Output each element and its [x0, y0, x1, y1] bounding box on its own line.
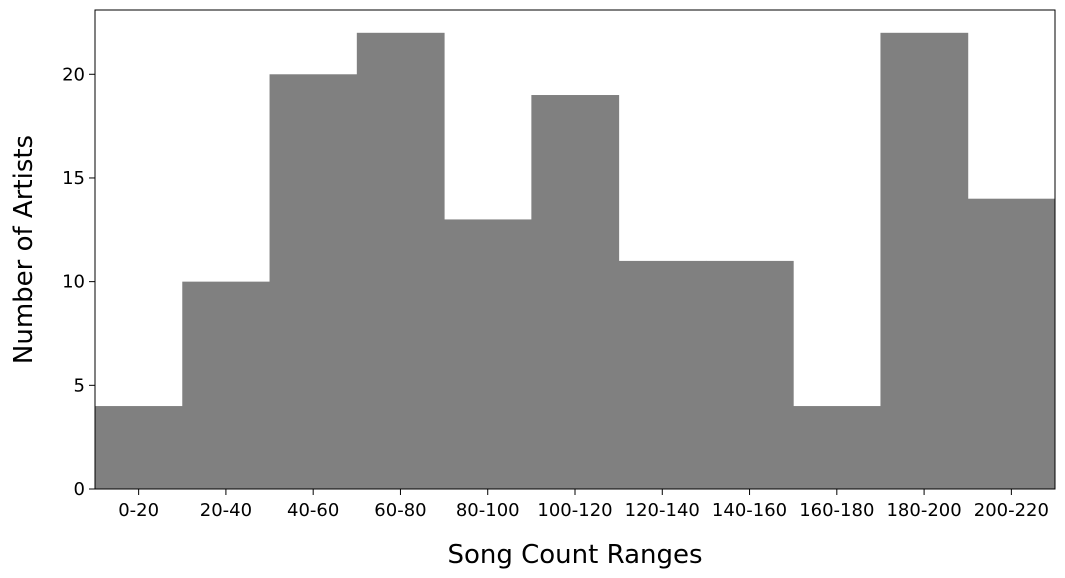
bar-120-140 — [618, 260, 707, 489]
y-tick-label: 0 — [74, 479, 85, 500]
y-axis-ticks: 0 5 10 15 20 — [62, 64, 95, 500]
y-tick-label: 10 — [62, 272, 85, 293]
bar-100-120 — [531, 95, 620, 489]
y-tick-label: 15 — [62, 168, 85, 189]
bar-40-60 — [269, 74, 358, 490]
bar-0-20 — [95, 406, 183, 489]
x-tick-label: 60-80 — [374, 500, 426, 521]
x-tick-label: 180-200 — [886, 500, 961, 521]
bar-140-160 — [705, 260, 794, 489]
x-tick-label: 120-140 — [625, 500, 700, 521]
y-tick-label: 5 — [74, 375, 85, 396]
x-tick-label: 40-60 — [287, 500, 339, 521]
bar-160-180 — [793, 406, 881, 489]
x-axis-ticks: 0-20 20-40 40-60 60-80 80-100 100-120 120-140 1… — [118, 489, 1049, 521]
bar-60-80 — [356, 32, 445, 490]
x-tick-label: 140-160 — [712, 500, 787, 521]
bar-20-40 — [182, 281, 271, 489]
y-axis-title: Number of Artists — [9, 135, 39, 364]
bar-80-100 — [444, 219, 532, 489]
x-tick-label: 0-20 — [118, 500, 159, 521]
x-tick-label: 80-100 — [456, 500, 520, 521]
x-tick-label: 100-120 — [537, 500, 612, 521]
x-tick-label: 200-220 — [974, 500, 1049, 521]
x-tick-label: 20-40 — [200, 500, 252, 521]
bar-200-220 — [967, 198, 1056, 490]
bar-180-200 — [880, 32, 969, 490]
x-axis-title: Song Count Ranges — [447, 540, 702, 570]
y-tick-label: 20 — [62, 64, 85, 85]
x-tick-label: 160-180 — [799, 500, 874, 521]
bars-group — [95, 32, 1056, 490]
